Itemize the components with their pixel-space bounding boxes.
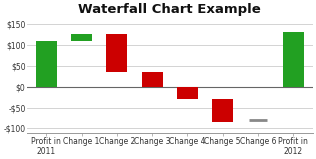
Bar	[177, 87, 198, 99]
Bar	[71, 34, 92, 41]
Bar	[106, 34, 127, 72]
Bar	[283, 32, 304, 87]
Title: Waterfall Chart Example: Waterfall Chart Example	[78, 3, 261, 17]
Bar	[142, 72, 163, 87]
Bar	[36, 41, 57, 87]
Bar	[212, 99, 233, 122]
